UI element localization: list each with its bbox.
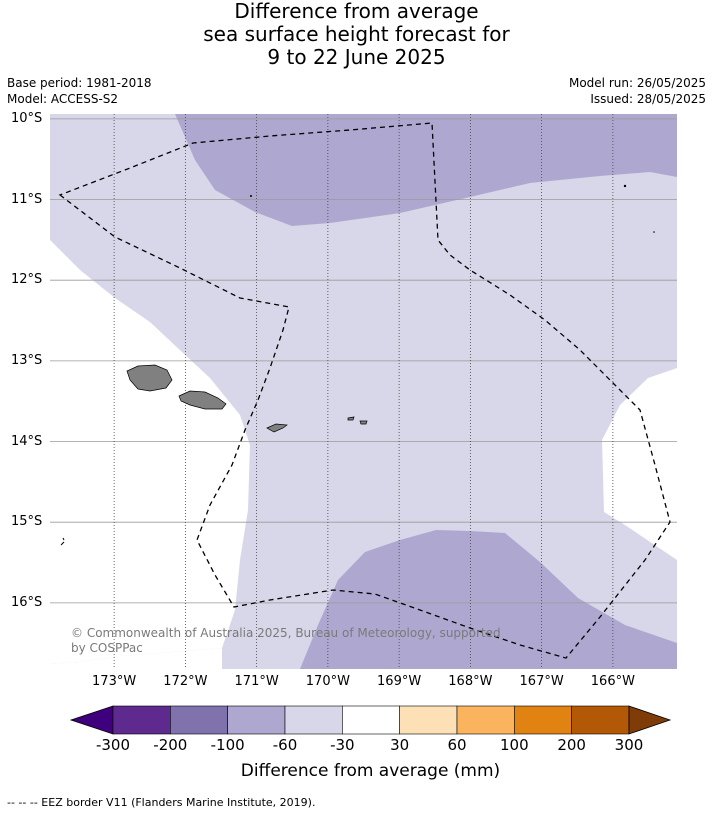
island-tutuila — [266, 423, 288, 433]
longitude-label: 166°W — [590, 674, 635, 689]
longitude-label: 168°W — [448, 674, 493, 689]
island-small-4 — [60, 537, 65, 546]
latitude-label: 11°S — [11, 191, 43, 207]
graticule — [50, 114, 677, 669]
meta-left: Base period: 1981-2018 Model: ACCESS-S2 — [7, 75, 152, 107]
colorbar-tick-label: 60 — [447, 736, 467, 754]
eez-legend-note: -- -- -- EEZ border V11 (Flanders Marine… — [7, 796, 316, 809]
latitude-label: 15°S — [11, 514, 43, 530]
latitude-label: 12°S — [11, 272, 43, 288]
title-line-3: 9 to 22 June 2025 — [267, 45, 446, 69]
colorbar-tick-label: 300 — [614, 736, 644, 754]
island-upolu — [178, 390, 227, 410]
anomaly-region-mid-south — [300, 530, 677, 669]
colorbar-title: Difference from average (mm) — [240, 761, 501, 781]
latitude-label: 10°S — [11, 110, 43, 126]
eez-border-samoa — [58, 122, 671, 659]
longitude-label: 173°W — [92, 674, 137, 689]
colorbar-tick-label: -60 — [272, 736, 298, 754]
colorbar-tick-label: 100 — [500, 736, 529, 754]
base-period: Base period: 1981-2018 — [7, 76, 152, 90]
latitude-label: 13°S — [11, 352, 43, 368]
colorbar-swatch — [342, 705, 400, 735]
island-small-1 — [250, 195, 252, 197]
anomaly-region-mid-north — [175, 114, 677, 226]
colorbar-tick-label: 30 — [390, 736, 410, 754]
issued-date: Issued: 28/05/2025 — [590, 92, 706, 106]
colorbar-swatch — [112, 705, 171, 735]
anomaly-region-neutral-west — [50, 240, 250, 664]
colorbar-swatch — [571, 705, 630, 735]
island-savaii — [126, 364, 173, 392]
model-name: Model: ACCESS-S2 — [7, 92, 119, 106]
colorbar-tick-label: -200 — [153, 736, 188, 754]
model-run: Model run: 26/05/2025 — [568, 76, 706, 90]
colorbar-extend-high — [628, 705, 672, 735]
longitude-label: 167°W — [519, 674, 564, 689]
colorbar-tick-label: -100 — [210, 736, 245, 754]
longitude-label: 172°W — [163, 674, 208, 689]
colorbar-swatch — [399, 705, 458, 735]
colorbar-swatch — [284, 705, 343, 735]
title-line-1: Difference from average — [234, 0, 479, 23]
colorbar-swatch — [456, 705, 515, 735]
colorbar-tick-label: -30 — [330, 736, 355, 754]
island-small-3 — [653, 231, 655, 233]
longitude-label: 169°W — [377, 674, 422, 689]
colorbar-tick-label: 200 — [557, 736, 586, 754]
colorbar-tick-label: -300 — [95, 736, 131, 754]
colorbar-swatch — [514, 705, 572, 735]
colorbar-swatch — [227, 705, 286, 735]
colorbar-swatch — [170, 705, 228, 735]
island-small-2 — [623, 184, 627, 188]
island-manua-1 — [347, 416, 355, 421]
longitude-label: 170°W — [305, 674, 350, 689]
meta-right: Model run: 26/05/2025 Issued: 28/05/2025 — [569, 75, 706, 107]
latitude-label: 16°S — [11, 594, 43, 610]
map — [50, 114, 677, 669]
latitude-label: 14°S — [11, 433, 43, 449]
copyright-notice: © Commonwealth of Australia 2025, Bureau… — [71, 626, 501, 655]
chart-title: Difference from average sea surface heig… — [0, 0, 713, 69]
island-manua-2 — [359, 420, 368, 425]
title-line-2: sea surface height forecast for — [203, 22, 510, 46]
colorbar-extend-low — [69, 705, 114, 735]
longitude-label: 171°W — [234, 674, 279, 689]
